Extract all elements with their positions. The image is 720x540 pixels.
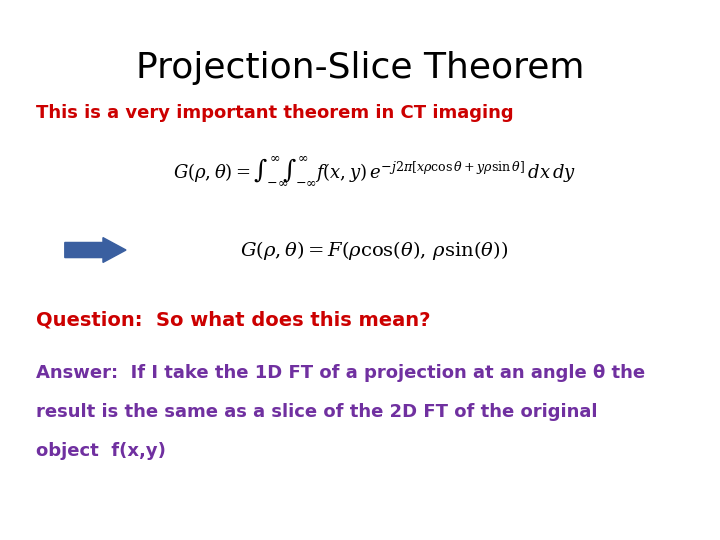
Text: Projection-Slice Theorem: Projection-Slice Theorem: [136, 51, 584, 85]
Text: $G(\rho,\theta) = F(\rho\cos(\theta),\,\rho\sin(\theta))$: $G(\rho,\theta) = F(\rho\cos(\theta),\,\…: [240, 239, 508, 261]
Text: object  f(x,y): object f(x,y): [36, 442, 166, 460]
Text: $G(\rho,\theta) = \int_{-\infty}^{\infty}\!\!\int_{-\infty}^{\infty} f(x,y)\,e^{: $G(\rho,\theta) = \int_{-\infty}^{\infty…: [173, 153, 576, 187]
FancyArrow shape: [65, 238, 126, 262]
Text: result is the same as a slice of the 2D FT of the original: result is the same as a slice of the 2D …: [36, 403, 598, 421]
Text: Answer:  If I take the 1D FT of a projection at an angle θ the: Answer: If I take the 1D FT of a project…: [36, 364, 645, 382]
Text: This is a very important theorem in CT imaging: This is a very important theorem in CT i…: [36, 104, 513, 122]
Text: Question:  So what does this mean?: Question: So what does this mean?: [36, 310, 431, 329]
